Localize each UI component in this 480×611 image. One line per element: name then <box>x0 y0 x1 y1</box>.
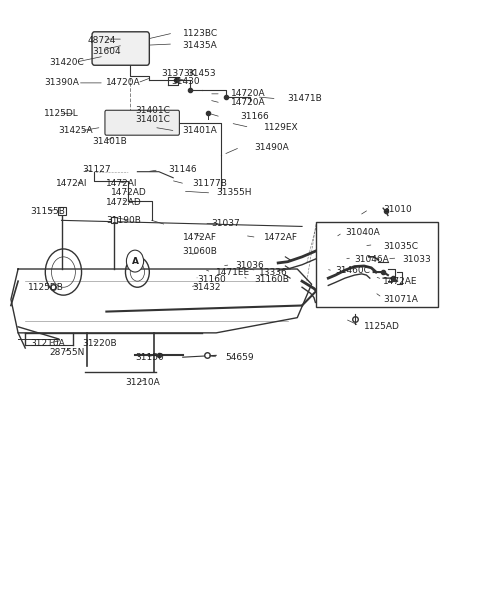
Text: 1471EE: 1471EE <box>216 268 250 277</box>
Text: 31373K: 31373K <box>161 68 196 78</box>
Text: 14720A: 14720A <box>230 98 265 108</box>
Text: 1129EX: 1129EX <box>264 123 299 132</box>
Text: 31432: 31432 <box>192 283 221 292</box>
Text: 31390A: 31390A <box>44 78 79 87</box>
Text: 48724: 48724 <box>87 37 116 45</box>
Text: 31033: 31033 <box>402 255 431 265</box>
Text: 1472AF: 1472AF <box>183 233 217 242</box>
Text: 31460C: 31460C <box>336 266 370 276</box>
Text: 31146: 31146 <box>168 166 197 174</box>
Text: 31453: 31453 <box>188 68 216 78</box>
Text: 31401B: 31401B <box>92 137 127 146</box>
Text: 1125DL: 1125DL <box>44 109 79 118</box>
Text: 31210A: 31210A <box>125 378 160 387</box>
Text: 31071A: 31071A <box>383 295 418 304</box>
Text: 31355H: 31355H <box>216 188 252 197</box>
Text: 1472AI: 1472AI <box>107 180 138 188</box>
Text: 31160: 31160 <box>197 275 226 284</box>
Text: 31430: 31430 <box>171 77 199 86</box>
Text: 31150: 31150 <box>135 353 164 362</box>
Text: 1125DB: 1125DB <box>28 283 63 292</box>
Text: 31035C: 31035C <box>383 242 418 251</box>
Text: 31220B: 31220B <box>83 338 117 348</box>
Text: 1472AE: 1472AE <box>383 277 418 286</box>
Text: 14720A: 14720A <box>107 78 141 87</box>
Text: 31155B: 31155B <box>30 207 65 216</box>
Text: 31177B: 31177B <box>192 180 227 188</box>
Circle shape <box>126 250 144 272</box>
Text: 31471B: 31471B <box>288 94 323 103</box>
Text: 31401A: 31401A <box>183 126 217 136</box>
FancyBboxPatch shape <box>92 32 149 65</box>
Text: 31036: 31036 <box>235 262 264 271</box>
Text: 31010: 31010 <box>383 205 412 214</box>
Text: 31160B: 31160B <box>254 275 289 284</box>
Text: 31401C: 31401C <box>135 115 170 125</box>
Text: 28755N: 28755N <box>49 348 84 357</box>
FancyBboxPatch shape <box>105 110 180 135</box>
Text: A: A <box>132 257 139 266</box>
Text: 31127: 31127 <box>83 166 111 174</box>
Text: 1472AD: 1472AD <box>107 197 142 207</box>
Text: 31435A: 31435A <box>183 41 217 49</box>
Text: 1123BC: 1123BC <box>183 29 218 37</box>
Text: 1125AD: 1125AD <box>364 322 400 331</box>
Text: 31166: 31166 <box>240 112 269 122</box>
Text: 31425A: 31425A <box>59 126 93 136</box>
Text: 31037: 31037 <box>211 219 240 228</box>
Text: 13336: 13336 <box>259 268 288 277</box>
Text: 54659: 54659 <box>226 353 254 362</box>
Text: 14720A: 14720A <box>230 89 265 98</box>
Text: 1472AI: 1472AI <box>56 180 88 188</box>
Text: 31046A: 31046A <box>355 255 389 265</box>
Text: 31060B: 31060B <box>183 247 217 257</box>
Bar <box>316 222 438 307</box>
Text: 31040A: 31040A <box>345 228 380 237</box>
Text: 31401C: 31401C <box>135 106 170 115</box>
Text: 31420C: 31420C <box>49 57 84 67</box>
Text: 31490A: 31490A <box>254 143 289 152</box>
Text: 31604: 31604 <box>92 47 120 56</box>
Text: 1472AD: 1472AD <box>111 188 147 197</box>
Text: 1472AF: 1472AF <box>264 233 298 242</box>
Text: 31190B: 31190B <box>107 216 141 225</box>
Text: 31210A: 31210A <box>30 338 65 348</box>
